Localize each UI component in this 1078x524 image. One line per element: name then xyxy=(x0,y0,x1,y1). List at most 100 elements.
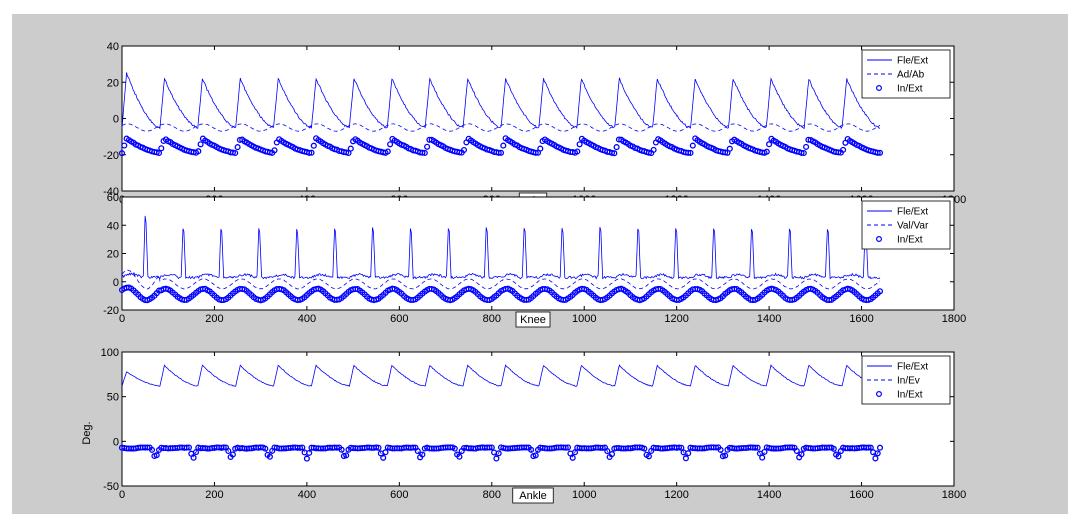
legend-label: Fle/Ext xyxy=(897,362,928,373)
series-point xyxy=(456,149,463,156)
x-tick-label: 1600 xyxy=(849,489,873,501)
plot-area xyxy=(121,45,955,192)
legend: Fle/Ext Ad/Ab In/Ext xyxy=(861,49,951,99)
x-tick-label: 400 xyxy=(298,313,316,325)
series-point xyxy=(532,452,539,459)
series-point xyxy=(761,448,768,455)
series-line xyxy=(121,269,881,290)
y-tick-label: 40 xyxy=(107,220,119,232)
series-fle-ext xyxy=(121,215,881,280)
series-point xyxy=(793,447,800,455)
series-point xyxy=(220,444,227,451)
series-point xyxy=(835,149,842,156)
series-point xyxy=(192,449,200,456)
legend: Fle/Ext In/Ev In/Ext xyxy=(861,355,951,405)
legend-label: In/Ext xyxy=(897,390,923,401)
series-point xyxy=(299,444,306,451)
xlabel-box xyxy=(512,487,554,504)
series-line xyxy=(121,215,881,280)
y-tick-label: 0 xyxy=(113,114,119,126)
series-point xyxy=(460,146,468,154)
x-tick-label: 400 xyxy=(298,489,316,501)
series-point xyxy=(840,146,847,153)
series-point xyxy=(722,452,729,459)
x-tick-label: 600 xyxy=(390,313,408,325)
series-point xyxy=(493,455,500,462)
y-tick-label: 100 xyxy=(101,347,119,359)
series-point xyxy=(144,444,151,451)
y-tick-label: 20 xyxy=(107,249,119,261)
series-point xyxy=(763,148,770,155)
x-tick-label: 1600 xyxy=(849,313,873,325)
series-point xyxy=(867,444,874,451)
xlabel-box xyxy=(515,311,551,328)
series-point xyxy=(803,143,810,150)
x-tick-label: 1000 xyxy=(572,313,596,325)
series-point xyxy=(303,455,310,462)
series-point xyxy=(874,450,881,457)
plot-area xyxy=(121,351,955,487)
series-in-ext xyxy=(118,284,884,304)
x-tick-label: 1200 xyxy=(664,489,688,501)
series-point xyxy=(712,444,720,451)
series-in-ev xyxy=(121,447,881,458)
series-point xyxy=(574,148,581,155)
x-tick-label: 1200 xyxy=(664,313,688,325)
y-tick-label: -20 xyxy=(103,150,119,162)
series-point xyxy=(195,148,202,155)
y-tick-label: 50 xyxy=(107,392,119,404)
series-point xyxy=(835,453,842,460)
series-point xyxy=(190,454,197,461)
series-point xyxy=(876,444,884,451)
series-point xyxy=(266,453,273,460)
series-point xyxy=(234,144,241,151)
series-point xyxy=(495,149,502,156)
legend-label: Ad/Ab xyxy=(897,70,925,81)
legend-label: Val/Var xyxy=(897,221,929,232)
series-point xyxy=(306,149,313,156)
legend-label: In/Ext xyxy=(897,84,923,95)
series-point xyxy=(451,445,458,452)
series-point xyxy=(599,444,606,451)
legend-marker xyxy=(875,236,882,243)
series-point xyxy=(645,453,652,460)
x-axis-label: Knee xyxy=(520,314,546,326)
series-point xyxy=(419,451,426,458)
series-fle-ext xyxy=(121,72,881,130)
series-point xyxy=(262,445,269,452)
series-point xyxy=(682,455,689,462)
series-line xyxy=(121,447,881,458)
series-line xyxy=(121,363,881,388)
series-point xyxy=(830,445,837,452)
series-point xyxy=(604,448,611,455)
series-point xyxy=(414,448,421,455)
x-tick-label: 1800 xyxy=(942,313,966,325)
series-point xyxy=(225,447,232,455)
series-point xyxy=(495,450,502,457)
legend-label: Fle/Ext xyxy=(897,207,928,218)
legend-label: In/Ev xyxy=(897,376,920,387)
series-point xyxy=(641,445,648,452)
series-point xyxy=(562,444,569,451)
series-point xyxy=(497,149,505,156)
series-point xyxy=(380,454,387,461)
series-point xyxy=(183,444,190,451)
series-point xyxy=(410,444,417,451)
y-tick-label: 0 xyxy=(113,436,119,448)
series-point xyxy=(528,446,535,453)
series-point xyxy=(148,446,156,453)
x-tick-label: 0 xyxy=(119,489,125,501)
series-point xyxy=(271,147,278,154)
series-point xyxy=(754,444,761,451)
series-point xyxy=(523,444,530,451)
series-point xyxy=(384,148,391,155)
series-point xyxy=(419,149,426,156)
subplot-knee: 0 200 400 600 800 1000 1200 1400 1600 1800-200204… xyxy=(103,192,966,328)
series-point xyxy=(608,451,616,458)
chart-canvas: 020040060080010001200140016001800-40-200… xyxy=(81,41,966,504)
legend-marker xyxy=(875,84,882,91)
series-point xyxy=(118,150,126,157)
y-tick-label: 20 xyxy=(107,77,119,89)
series-point xyxy=(608,149,616,156)
series-point xyxy=(185,444,193,451)
